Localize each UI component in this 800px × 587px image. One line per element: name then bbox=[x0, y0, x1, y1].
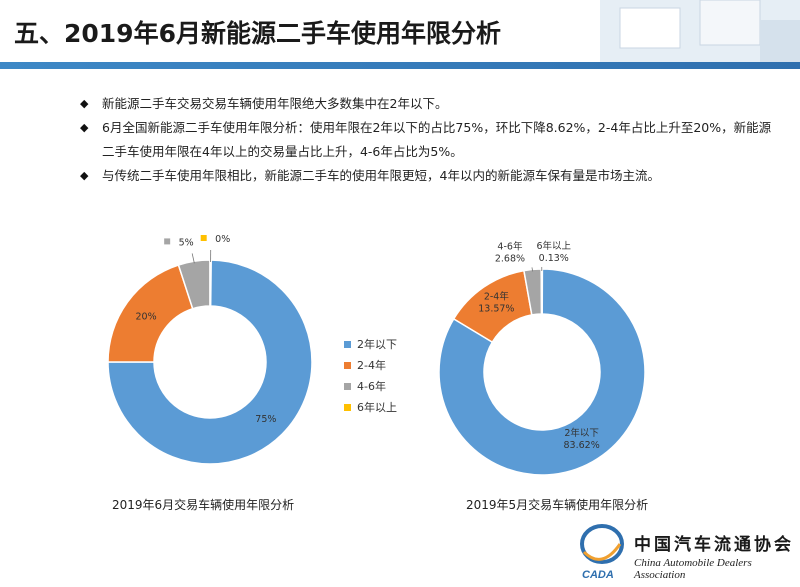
legend-label: 2年以下 bbox=[357, 338, 397, 351]
logo-chinese-name: 中国汽车流通协会 bbox=[634, 535, 794, 555]
bullet-item: ◆ 与传统二手车使用年限相比，新能源二手车的使用年限更短，4年以内的新能源车保有… bbox=[76, 164, 776, 188]
logo-english-name: China Automobile Dealers Association bbox=[634, 557, 752, 581]
page-title: 五、2019年6月新能源二手车使用年限分析 bbox=[14, 19, 501, 48]
legend-swatch bbox=[344, 362, 351, 369]
legend-item: 6年以上 bbox=[344, 397, 397, 418]
chart-legend: 2年以下 2-4年 4-6年 6年以上 bbox=[344, 334, 397, 418]
legend-swatch bbox=[344, 341, 351, 348]
donut-slice-4 bbox=[209, 259, 212, 307]
donut-slice-1 bbox=[438, 268, 646, 476]
legend-item: 4-6年 bbox=[344, 376, 397, 397]
legend-label: 2-4年 bbox=[357, 359, 386, 372]
header-decoration bbox=[600, 0, 800, 62]
slice-label: 5% bbox=[179, 237, 194, 248]
bullet-text: 新能源二手车交易交易车辆使用年限绝大多数集中在2年以下。 bbox=[102, 96, 448, 111]
label-swatch bbox=[164, 238, 171, 245]
slice-label: 13.57% bbox=[478, 304, 514, 315]
legend-item: 2-4年 bbox=[344, 355, 397, 376]
donut-slice-4 bbox=[540, 268, 544, 315]
slice-label: 2.68% bbox=[495, 253, 525, 264]
label-swatch bbox=[200, 235, 207, 242]
slice-label: 6年以上 bbox=[536, 240, 571, 252]
diamond-bullet-icon: ◆ bbox=[80, 97, 89, 110]
legend-item: 2年以下 bbox=[344, 334, 397, 355]
bullet-item: ◆ 新能源二手车交易交易车辆使用年限绝大多数集中在2年以下。 bbox=[76, 92, 776, 116]
slice-label: 0.13% bbox=[539, 253, 569, 264]
diamond-bullet-icon: ◆ bbox=[80, 121, 89, 134]
diamond-bullet-icon: ◆ bbox=[80, 169, 89, 182]
slice-label: 75% bbox=[255, 414, 276, 425]
leader-line bbox=[191, 253, 195, 264]
association-logo: CADA 中国汽车流通协会 China Automobile Dealers A… bbox=[574, 520, 800, 587]
legend-label: 6年以上 bbox=[357, 401, 397, 414]
bullet-item: ◆ 6月全国新能源二手车使用年限分析：使用年限在2年以下的占比75%，环比下降8… bbox=[76, 116, 776, 164]
chart-title-may: 2019年5月交易车辆使用年限分析 bbox=[466, 498, 649, 512]
slice-label: 83.62% bbox=[564, 440, 600, 451]
legend-label: 4-6年 bbox=[357, 380, 386, 393]
donut-slice-1 bbox=[107, 259, 313, 465]
bullet-list: ◆ 新能源二手车交易交易车辆使用年限绝大多数集中在2年以下。 ◆ 6月全国新能源… bbox=[76, 92, 776, 188]
donut-chart-june: 75% 20% 5% 0% bbox=[107, 234, 313, 465]
header: 五、2019年6月新能源二手车使用年限分析 bbox=[0, 0, 800, 69]
leader-line bbox=[531, 267, 534, 272]
cada-logo-icon: CADA bbox=[580, 524, 624, 581]
header-accent-bar bbox=[0, 62, 800, 69]
legend-swatch bbox=[344, 404, 351, 411]
logo-mark-text: CADA bbox=[582, 569, 614, 581]
chart-title-june: 2019年6月交易车辆使用年限分析 bbox=[112, 498, 295, 512]
legend-swatch bbox=[344, 383, 351, 390]
bullet-text: 6月全国新能源二手车使用年限分析：使用年限在2年以下的占比75%，环比下降8.6… bbox=[102, 120, 772, 159]
slice-label: 2年以下 bbox=[564, 427, 599, 439]
slice-label: 20% bbox=[136, 312, 157, 323]
slice-label: 2-4年 bbox=[484, 291, 510, 303]
slice-label: 0% bbox=[215, 234, 230, 245]
slice-label: 4-6年 bbox=[497, 240, 523, 252]
bullet-text: 与传统二手车使用年限相比，新能源二手车的使用年限更短，4年以内的新能源车保有量是… bbox=[102, 168, 660, 183]
